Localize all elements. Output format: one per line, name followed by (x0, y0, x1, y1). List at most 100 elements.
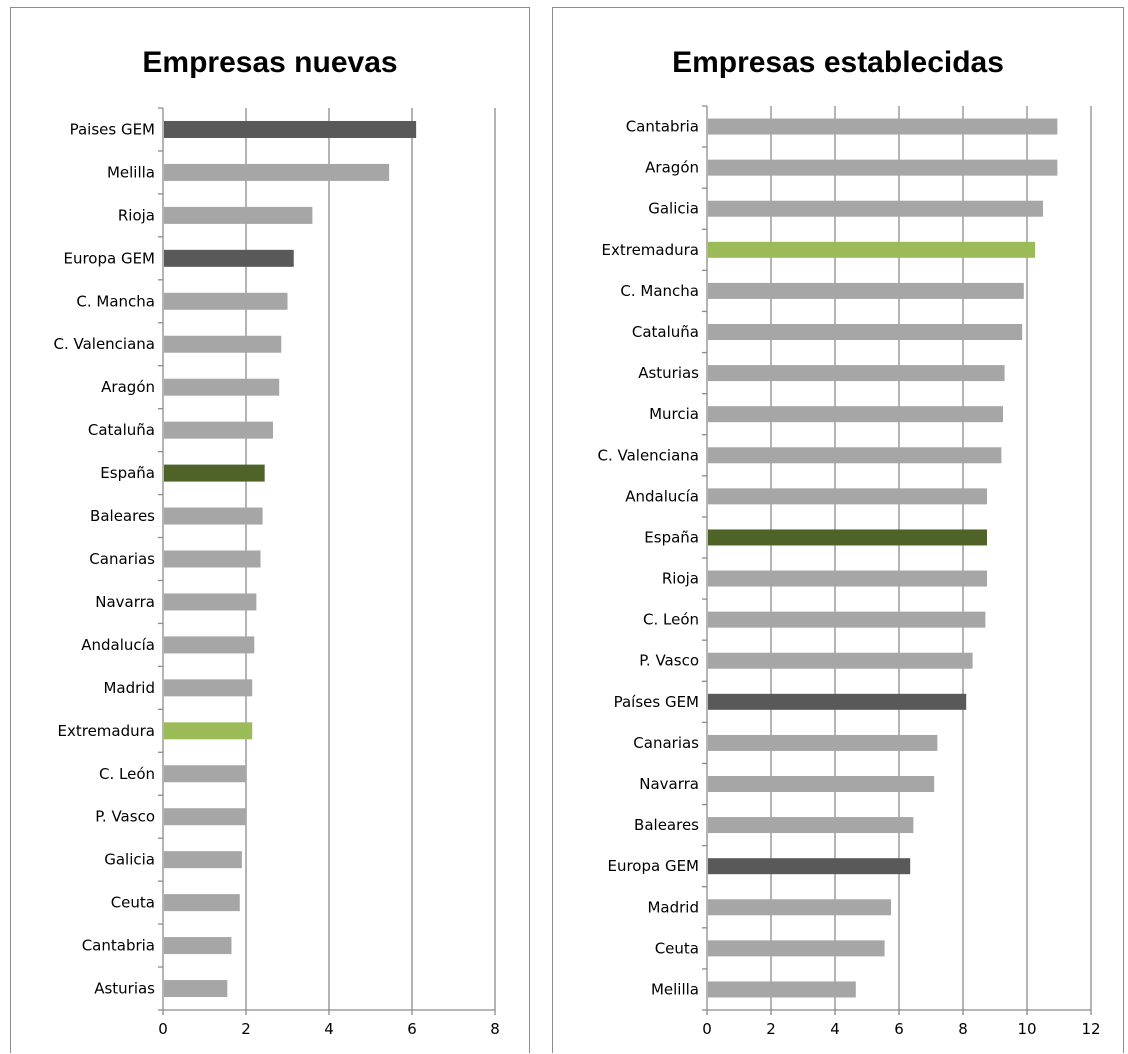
category-label: Canarias (89, 550, 155, 568)
category-label: Baleares (90, 507, 155, 525)
bar (708, 899, 891, 915)
bar (164, 207, 312, 224)
bar (708, 858, 910, 874)
bar (708, 324, 1022, 340)
category-label: Galicia (104, 851, 155, 869)
x-tick-label: 4 (324, 1020, 334, 1038)
category-label: Baleares (634, 816, 699, 834)
category-label: Aragón (645, 159, 699, 177)
bar (164, 722, 252, 739)
bar (708, 160, 1057, 176)
bar (708, 981, 856, 997)
bar (164, 336, 281, 353)
x-tick-label: 0 (702, 1020, 712, 1038)
bar (164, 164, 389, 181)
x-tick-label: 4 (830, 1020, 840, 1038)
category-label: C. León (99, 765, 155, 783)
category-label: Rioja (118, 206, 155, 224)
category-label: Europa GEM (63, 249, 155, 267)
category-label: Países GEM (614, 693, 699, 711)
category-label: España (644, 528, 699, 546)
bar (708, 529, 987, 545)
category-label: Canarias (633, 734, 699, 752)
category-label: Madrid (103, 679, 155, 697)
x-tick-label: 12 (1081, 1020, 1100, 1038)
x-tick-label: 6 (894, 1020, 904, 1038)
category-label: Asturias (94, 980, 155, 998)
bar (164, 379, 279, 396)
category-label: Andalucía (625, 487, 699, 505)
bar (164, 551, 261, 568)
category-label: P. Vasco (95, 808, 155, 826)
category-label: Extremadura (602, 241, 700, 259)
chart-empresas-establecidas: Empresas establecidas 0 2 4 6 8 10 12 Cantabria… (553, 8, 1125, 1054)
category-label: Melilla (107, 163, 155, 181)
category-label: Cataluña (632, 323, 699, 341)
category-label: Cantabria (82, 937, 155, 955)
x-tick-label: 0 (158, 1020, 168, 1038)
x-tick-label: 10 (1017, 1020, 1036, 1038)
category-label: P. Vasco (639, 652, 699, 670)
bar (164, 980, 227, 997)
category-label: Asturias (638, 364, 699, 382)
category-label: Extremadura (58, 722, 156, 740)
x-tick-label: 6 (407, 1020, 417, 1038)
category-label: Navarra (95, 593, 155, 611)
x-tick-label: 8 (490, 1020, 500, 1038)
bar (164, 465, 265, 482)
x-tick-label: 2 (241, 1020, 251, 1038)
bar (164, 121, 416, 138)
bar (164, 250, 294, 267)
chart-empresas-nuevas: Empresas nuevas 0 2 4 6 8 Paises GEM Melilla Ri… (11, 8, 531, 1054)
bar (164, 937, 231, 954)
chart-panel-empresas-nuevas: Empresas nuevas 0 2 4 6 8 Paises GEM Melilla Ri… (10, 7, 530, 1053)
bar (164, 636, 254, 653)
bar (708, 612, 985, 628)
category-label: España (100, 464, 155, 482)
bar (708, 201, 1043, 217)
category-label: Paises GEM (70, 120, 155, 138)
bar (708, 406, 1003, 422)
bar (164, 894, 240, 911)
chart-panel-empresas-establecidas: Empresas establecidas 0 2 4 6 8 10 12 Cantabria… (552, 7, 1124, 1053)
chart-title: Empresas nuevas (142, 46, 397, 79)
bar (708, 365, 1005, 381)
category-label: Madrid (647, 898, 699, 916)
category-label: Ceuta (111, 894, 155, 912)
category-label: C. Valenciana (53, 335, 155, 353)
category-label: Andalucía (81, 636, 155, 654)
category-label: Murcia (649, 405, 699, 423)
category-label: Aragón (101, 378, 155, 396)
bar (708, 653, 973, 669)
category-label: Europa GEM (607, 857, 699, 875)
bar (164, 765, 246, 782)
bar (164, 851, 242, 868)
category-label: C. Mancha (620, 282, 699, 300)
category-label: C. León (643, 611, 699, 629)
bar (708, 735, 937, 751)
category-label: Galicia (648, 200, 699, 218)
x-tick-label: 8 (958, 1020, 968, 1038)
category-label: Melilla (651, 980, 699, 998)
category-label: Rioja (662, 570, 699, 588)
category-label: Navarra (639, 775, 699, 793)
bar (164, 808, 246, 825)
category-label: Cantabria (626, 118, 699, 136)
bar (164, 679, 252, 696)
bar (164, 293, 288, 310)
category-label: Ceuta (655, 939, 699, 957)
bar (708, 447, 1001, 463)
bar (708, 488, 987, 504)
x-tick-label: 2 (766, 1020, 776, 1038)
chart-title: Empresas establecidas (672, 46, 1004, 79)
bar (708, 283, 1024, 299)
bar (708, 242, 1035, 258)
bar (708, 940, 885, 956)
category-label: Cataluña (88, 421, 155, 439)
bar (708, 776, 934, 792)
bar (708, 119, 1057, 135)
bar (164, 593, 256, 610)
bar (164, 508, 263, 525)
category-label: C. Valenciana (597, 446, 699, 464)
bar (164, 422, 273, 439)
